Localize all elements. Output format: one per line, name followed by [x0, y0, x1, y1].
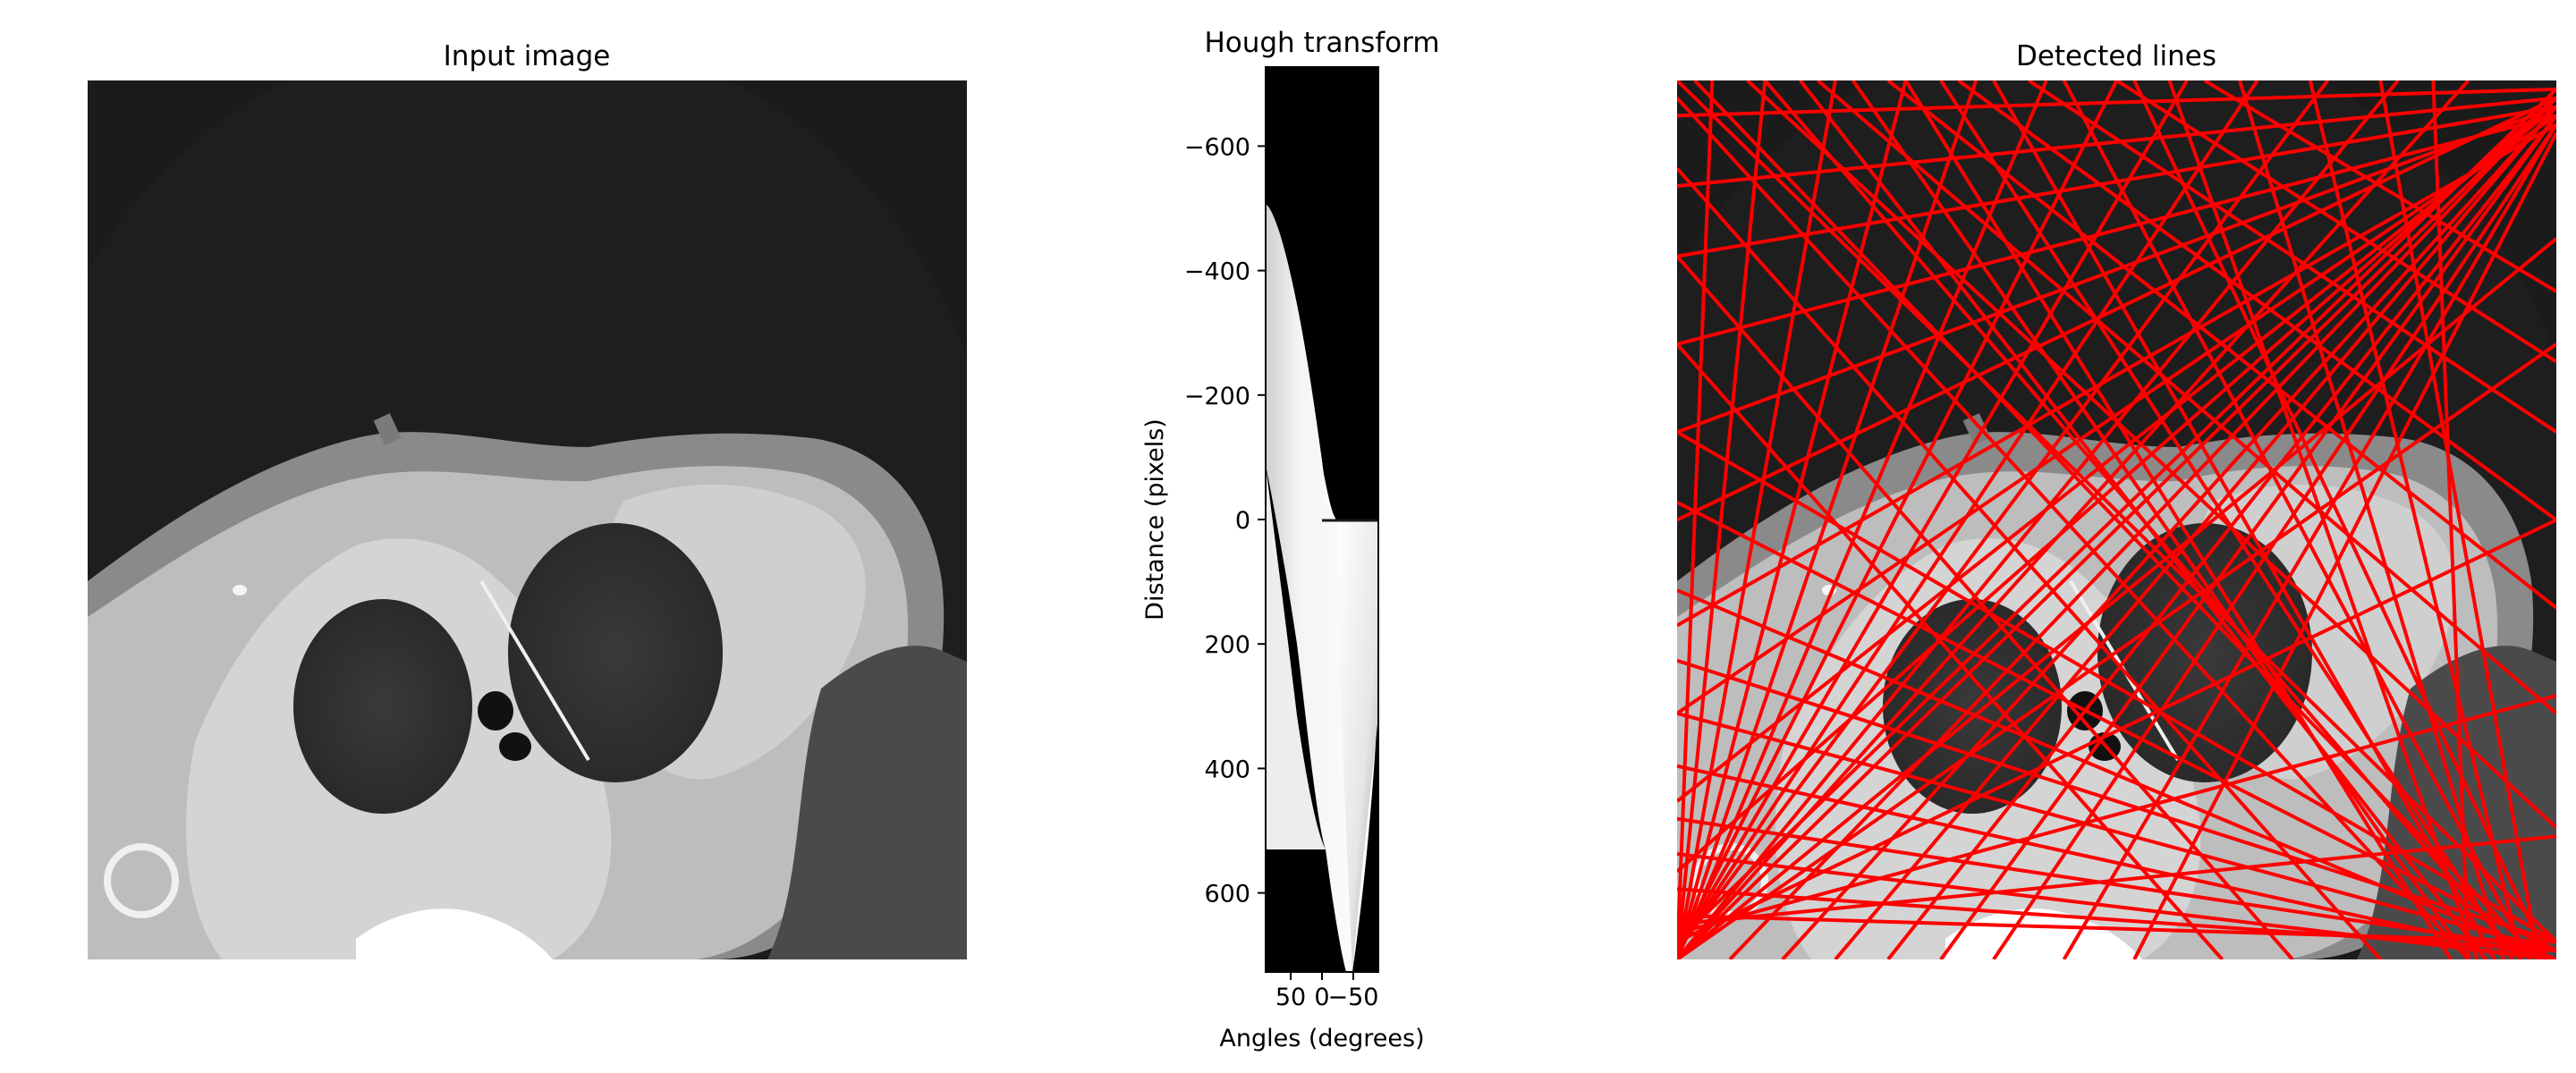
detected-line — [1677, 342, 2224, 959]
detected-line — [2115, 80, 2556, 364]
detected-line — [1799, 80, 2487, 959]
hough-transform-panel: Hough transform −600 −400 −200 0 200 400 600 5… — [1141, 27, 1440, 1052]
hough-xtick-label: −50 — [1328, 984, 1379, 1011]
detected-line — [1677, 430, 2556, 944]
detected-line — [1677, 255, 2294, 959]
hough-ytick-label: 0 — [1235, 507, 1250, 535]
hough-y-axis: −600 −400 −200 0 200 400 600 — [1184, 133, 1266, 908]
detected-line — [1677, 80, 2556, 943]
detected-line — [1677, 694, 2556, 935]
hough-ytick-label: −400 — [1184, 258, 1250, 286]
detected-line — [2132, 80, 2549, 959]
detected-line — [2203, 80, 2556, 293]
detected-line — [1677, 80, 2259, 952]
detected-line — [1677, 80, 2400, 959]
detected-line — [2062, 80, 2532, 959]
detected-line — [1957, 80, 2556, 522]
detected-line — [1677, 105, 2556, 435]
detected-line — [1677, 80, 1837, 959]
detected-line — [1677, 105, 2556, 803]
hough-xtick-label: 50 — [1275, 984, 1306, 1011]
detected-line — [1677, 80, 2330, 952]
detected-line — [1677, 80, 2470, 959]
detected-line — [1903, 80, 2453, 959]
detected-line — [1677, 80, 1767, 959]
detected-line — [1677, 97, 2470, 959]
hough-xtick-label: 0 — [1314, 984, 1329, 1011]
detected-line — [1677, 852, 2556, 959]
detected-lines-title: Detected lines — [2016, 40, 2216, 72]
detected-lines-panel: Detected lines — [1677, 40, 2556, 959]
detected-lines-group — [1677, 80, 2556, 959]
detected-line — [1677, 96, 2556, 522]
detected-line — [1939, 80, 2514, 959]
hough-ytick-label: 600 — [1204, 881, 1250, 908]
detected-line — [1693, 80, 2540, 959]
hough-xlabel: Angles (degrees) — [1219, 1025, 1424, 1052]
detected-line — [1886, 114, 2556, 959]
hough-ytick-label: −600 — [1184, 133, 1250, 161]
detected-line — [1677, 711, 2556, 953]
detected-line — [1939, 114, 2556, 959]
detected-line — [1677, 96, 2556, 188]
detected-line — [2308, 80, 2523, 959]
hough-ytick-label: −200 — [1184, 383, 1250, 410]
hough-ytick-label: 400 — [1204, 756, 1250, 783]
detected-line — [1677, 80, 1715, 959]
hough-x-axis: 50 0−50 — [1275, 972, 1379, 1011]
detected-line — [1992, 80, 2496, 959]
detected-line — [1677, 97, 2556, 959]
detected-line — [2062, 123, 2556, 959]
detected-line — [1677, 87, 2556, 118]
detected-line — [1851, 80, 2470, 959]
input-image-panel: Input image — [25, 27, 991, 993]
detected-line — [1677, 97, 2556, 874]
detected-line — [1677, 80, 2189, 952]
detected-line — [1677, 913, 2556, 944]
detected-line — [2132, 132, 2556, 959]
hough-title: Hough transform — [1204, 27, 1439, 59]
detected-line — [1677, 80, 2119, 952]
detected-line — [1677, 834, 2556, 926]
detected-line — [1677, 501, 2556, 952]
hough-heatmap — [1266, 67, 1378, 972]
detected-line — [1677, 80, 1908, 959]
input-image-title: Input image — [444, 40, 611, 72]
detected-line — [1677, 123, 2556, 628]
ct-image — [25, 27, 991, 993]
detected-line — [1677, 80, 2048, 959]
hough-ylabel: Distance (pixels) — [1141, 418, 1169, 621]
detected-line — [1677, 166, 2382, 959]
detected-line — [1728, 97, 2556, 959]
detected-line — [1677, 764, 2556, 959]
detected-line — [2431, 80, 2470, 959]
detected-line — [1677, 105, 2556, 258]
hough-ytick-label: 200 — [1204, 631, 1250, 659]
detected-line — [1677, 114, 2556, 346]
detected-line — [1677, 342, 2556, 959]
